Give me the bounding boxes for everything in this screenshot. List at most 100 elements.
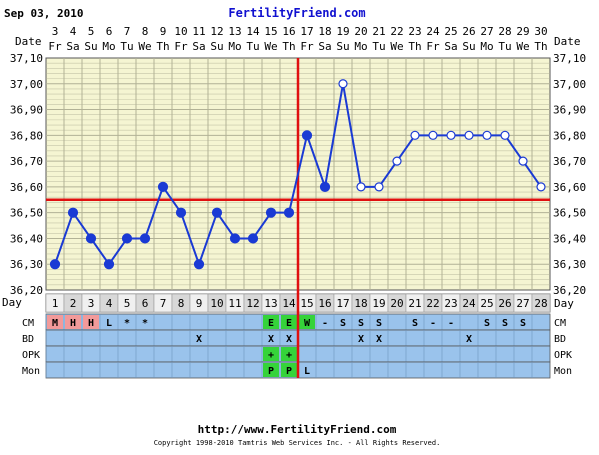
- date-label: 16: [282, 25, 295, 38]
- day-number: 10: [210, 297, 223, 310]
- y-tick-label-right: 36,20: [553, 284, 586, 297]
- day-number: 24: [462, 297, 476, 310]
- weekday-label: Mo: [354, 40, 367, 53]
- row-cell-value: S: [484, 318, 490, 329]
- row-cell-highlight: [47, 315, 63, 329]
- temperature-point: [410, 130, 420, 140]
- temperature-point: [518, 156, 528, 166]
- weekday-label: Fr: [174, 40, 188, 53]
- date-label: 30: [534, 25, 547, 38]
- date-label: 13: [228, 25, 241, 38]
- day-number: 22: [426, 297, 439, 310]
- footer-copyright: Copyright 1998-2010 Tamtris Web Services…: [154, 439, 441, 447]
- date-label: 23: [408, 25, 421, 38]
- day-number: 21: [408, 297, 421, 310]
- row-cell-value: -: [322, 318, 328, 329]
- temperature-point: [500, 130, 510, 140]
- row-label-left: CM: [22, 318, 34, 329]
- day-cell: [531, 293, 551, 313]
- y-tick-label-left: 37,00: [10, 78, 43, 91]
- temperature-point: [482, 130, 492, 140]
- weekday-label: Sa: [66, 40, 79, 53]
- day-number: 19: [372, 297, 385, 310]
- temperature-point: [193, 259, 205, 270]
- date-label: 11: [192, 25, 205, 38]
- temperature-point: [247, 233, 259, 244]
- weekday-label: Su: [84, 40, 97, 53]
- date-label: 22: [390, 25, 403, 38]
- weekday-label: Fr: [48, 40, 62, 53]
- weekday-label: Su: [210, 40, 223, 53]
- temperature-point: [301, 130, 313, 141]
- temperature-point: [464, 130, 474, 140]
- row-cell-value: H: [88, 318, 94, 329]
- weekday-label: Sa: [444, 40, 457, 53]
- weekday-label: We: [138, 40, 151, 53]
- day-number: 6: [142, 297, 149, 310]
- row-label-right: CM: [554, 318, 566, 329]
- day-number: 18: [354, 297, 367, 310]
- temperature-point: [338, 79, 348, 89]
- weekday-label: Th: [282, 40, 295, 53]
- date-label: 25: [444, 25, 457, 38]
- weekday-label: Mo: [228, 40, 241, 53]
- temperature-point: [211, 207, 223, 218]
- row-label-right: OPK: [554, 350, 572, 361]
- date-label: 8: [142, 25, 149, 38]
- temperature-point: [356, 182, 366, 192]
- y-tick-label-left: 36,80: [10, 129, 43, 142]
- row-cell-value: -: [448, 318, 454, 329]
- day-number: 15: [300, 297, 313, 310]
- temperature-point: [229, 233, 241, 244]
- day-number: 7: [160, 297, 167, 310]
- date-label: 5: [88, 25, 95, 38]
- header-site: FertilityFriend.com: [228, 6, 365, 20]
- day-row-label-left: Day: [2, 296, 22, 309]
- date-label: 28: [498, 25, 511, 38]
- row-label-left: BD: [22, 334, 34, 345]
- date-label: 14: [246, 25, 260, 38]
- row-cell-highlight: [281, 347, 297, 361]
- date-label: 18: [318, 25, 331, 38]
- weekday-label: Mo: [102, 40, 115, 53]
- date-label: 10: [174, 25, 187, 38]
- temperature-point: [85, 233, 97, 244]
- reference-lines: [46, 58, 550, 378]
- day-number: 12: [246, 297, 259, 310]
- weekday-label: Tu: [246, 40, 259, 53]
- weekday-label: Fr: [426, 40, 440, 53]
- row-cell-value: S: [502, 318, 508, 329]
- row-cell-value: W: [304, 318, 311, 329]
- weekday-label: Th: [156, 40, 169, 53]
- y-tick-label-left: 36,20: [10, 284, 43, 297]
- row-cell-value: P: [286, 366, 292, 377]
- row-cell-value: S: [358, 318, 364, 329]
- row-cell-value: +: [268, 350, 274, 361]
- row-label-right: Mon: [554, 366, 572, 377]
- day-number: 5: [124, 297, 131, 310]
- weekday-label: We: [516, 40, 529, 53]
- row-cell-value: +: [286, 350, 292, 361]
- header-date: Sep 03, 2010: [4, 7, 83, 20]
- day-number: 16: [318, 297, 331, 310]
- date-header: 3 Fr 4 Sa 5 Su 6 Mo 7 Tu 8 We 9 Th 10 Fr 11 Sa 12 Su 13 Mo 14 T…: [48, 25, 547, 53]
- y-axis-ticks: 36,20 36,20 36,30 36,30 36,40 36,40 36,50 36,50…: [10, 52, 586, 297]
- temperature-point: [121, 233, 133, 244]
- temperature-point: [428, 130, 438, 140]
- row-cell-highlight: [83, 315, 99, 329]
- row-cell-value: *: [142, 318, 148, 329]
- temperature-point: [536, 182, 546, 192]
- temperature-point: [283, 207, 295, 218]
- row-cell-value: S: [520, 318, 526, 329]
- temperature-point: [157, 181, 169, 192]
- date-label: 6: [106, 25, 113, 38]
- row-cell-value: M: [52, 318, 58, 329]
- day-number: 1: [52, 297, 59, 310]
- y-tick-label-right: 36,80: [553, 129, 586, 142]
- y-tick-label-right: 36,90: [553, 104, 586, 117]
- temperature-point: [392, 156, 402, 166]
- date-label: 15: [264, 25, 277, 38]
- row-cell-highlight: [281, 315, 297, 329]
- weekday-label: Su: [462, 40, 475, 53]
